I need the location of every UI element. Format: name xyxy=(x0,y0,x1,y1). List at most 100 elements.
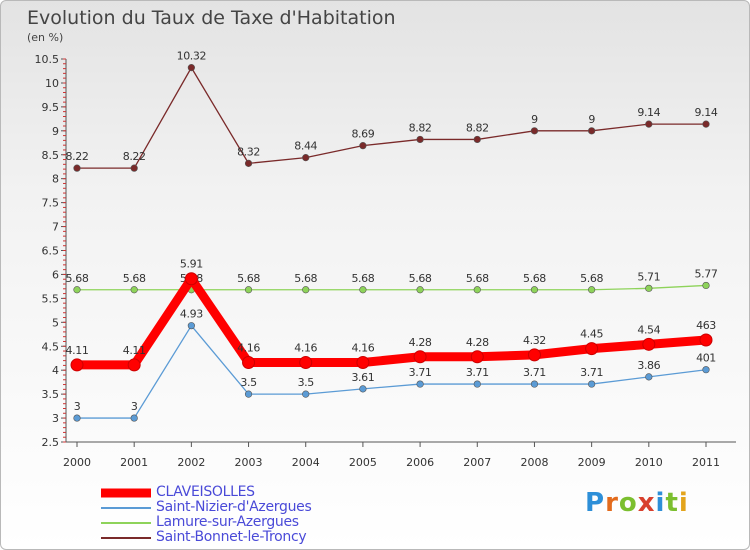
legend: CLAVEISOLLES Saint-Nizier-d'Azergues Lam… xyxy=(101,485,501,545)
data-label-claveisolles: 4.16 xyxy=(294,342,317,355)
data-label-saint-nizier: 3.5 xyxy=(240,376,257,389)
x-tick-label: 2006 xyxy=(406,456,434,469)
data-label-lamure: 5.77 xyxy=(695,267,718,280)
data-point-saint-nizier xyxy=(187,322,195,330)
data-label-saint-nizier: 3.71 xyxy=(523,366,546,379)
data-point-saint-bonnet xyxy=(416,135,424,144)
data-point-saint-nizier xyxy=(302,390,310,398)
data-point-saint-nizier xyxy=(359,385,367,393)
data-label-saint-bonnet: 9.14 xyxy=(695,106,718,119)
data-label-claveisolles: 463 xyxy=(696,319,716,332)
data-point-saint-bonnet xyxy=(530,127,539,135)
data-point-saint-nizier xyxy=(416,380,424,388)
data-point-saint-nizier xyxy=(130,414,138,422)
data-label-saint-bonnet: 8.82 xyxy=(466,121,489,134)
data-label-lamure: 5.68 xyxy=(580,272,603,285)
legend-swatch-claveisolles xyxy=(101,488,151,497)
series-line-lamure xyxy=(76,284,707,291)
data-label-saint-bonnet: 8.82 xyxy=(409,121,432,134)
data-point-saint-bonnet xyxy=(302,154,310,162)
data-point-claveisolles xyxy=(642,337,656,351)
data-point-saint-bonnet xyxy=(244,159,253,167)
data-point-saint-bonnet xyxy=(645,120,653,128)
data-point-saint-bonnet xyxy=(359,142,367,150)
legend-label-saint-bonnet: Saint-Bonnet-le-Troncy xyxy=(156,529,307,545)
data-point-saint-nizier xyxy=(588,380,596,388)
data-point-saint-bonnet xyxy=(588,127,596,135)
data-point-claveisolles xyxy=(70,358,84,372)
data-label-saint-bonnet: 9 xyxy=(531,113,538,126)
data-point-claveisolles xyxy=(356,356,370,370)
series-line-saint-nizier xyxy=(76,325,707,419)
y-tick-label: 7.5 xyxy=(42,197,60,210)
y-tick-label: 3.5 xyxy=(42,388,60,401)
data-label-claveisolles: 4.28 xyxy=(409,336,432,349)
x-tick-label: 2009 xyxy=(578,456,606,469)
data-label-claveisolles: 4.28 xyxy=(466,336,489,349)
legend-swatch-saint-nizier xyxy=(101,506,151,509)
data-label-saint-bonnet: 10.32 xyxy=(177,50,207,63)
legend-item-saint-nizier: Saint-Nizier-d'Azergues xyxy=(101,500,501,515)
data-point-claveisolles xyxy=(242,356,256,370)
data-label-saint-nizier: 3.5 xyxy=(298,376,315,389)
data-label-claveisolles: 4.32 xyxy=(523,334,546,347)
data-label-saint-bonnet: 8.69 xyxy=(351,128,374,141)
data-point-lamure xyxy=(73,286,81,294)
data-point-claveisolles xyxy=(585,342,599,356)
y-tick-label: 4.5 xyxy=(42,340,60,353)
data-label-claveisolles: 5.91 xyxy=(180,258,203,271)
data-label-saint-nizier: 401 xyxy=(696,352,716,365)
data-point-saint-nizier xyxy=(530,380,539,388)
data-label-saint-nizier: 3 xyxy=(131,400,138,413)
data-point-claveisolles xyxy=(299,356,313,370)
data-label-claveisolles: 4.45 xyxy=(580,328,603,341)
data-label-saint-bonnet: 9 xyxy=(588,113,595,126)
y-tick-label: 5.5 xyxy=(42,292,60,305)
data-point-saint-nizier xyxy=(473,380,481,388)
data-point-lamure xyxy=(130,286,138,294)
plot-area xyxy=(66,59,736,442)
data-label-lamure: 5.68 xyxy=(523,272,546,285)
legend-swatch-lamure xyxy=(101,521,151,524)
chart-unit-label: (en %) xyxy=(27,31,64,44)
data-point-lamure xyxy=(244,286,253,294)
x-tick-label: 2007 xyxy=(463,456,491,469)
data-label-saint-bonnet: 8.22 xyxy=(123,150,146,163)
data-point-lamure xyxy=(588,286,596,294)
y-tick-label: 10.5 xyxy=(35,53,60,66)
data-label-lamure: 5.71 xyxy=(637,270,660,283)
x-tick-label: 2010 xyxy=(635,456,663,469)
data-point-saint-nizier xyxy=(645,373,653,381)
data-point-saint-bonnet xyxy=(73,164,81,172)
data-point-saint-nizier xyxy=(244,390,253,398)
x-tick-label: 2005 xyxy=(349,456,377,469)
data-label-lamure: 5.68 xyxy=(351,272,374,285)
data-label-lamure: 5.68 xyxy=(409,272,432,285)
data-point-claveisolles xyxy=(527,348,541,362)
data-label-claveisolles: 4.11 xyxy=(123,344,146,357)
y-tick-label: 8 xyxy=(52,173,59,186)
series-line-claveisolles xyxy=(72,274,711,370)
data-label-saint-bonnet: 8.32 xyxy=(237,145,260,158)
data-label-saint-nizier: 3 xyxy=(74,400,81,413)
data-label-saint-bonnet: 8.44 xyxy=(294,140,317,153)
data-point-saint-bonnet xyxy=(187,64,195,72)
legend-item-saint-bonnet: Saint-Bonnet-le-Troncy xyxy=(101,530,501,545)
y-tick-label: 8.5 xyxy=(42,149,60,162)
x-tick-label: 2008 xyxy=(520,456,548,469)
data-label-saint-nizier: 3.86 xyxy=(637,359,660,372)
y-tick-label: 5 xyxy=(52,316,59,329)
data-point-claveisolles xyxy=(699,333,713,347)
data-point-saint-nizier xyxy=(73,414,81,422)
data-point-lamure xyxy=(359,286,367,294)
legend-item-claveisolles: CLAVEISOLLES xyxy=(101,485,501,500)
data-point-claveisolles xyxy=(470,350,484,364)
x-tick-label: 2000 xyxy=(63,456,91,469)
x-tick-label: 2002 xyxy=(177,456,205,469)
data-label-saint-nizier: 4.93 xyxy=(180,308,203,321)
data-point-lamure xyxy=(473,286,481,294)
y-tick-label: 6.5 xyxy=(42,245,60,258)
data-label-lamure: 5.68 xyxy=(466,272,489,285)
data-label-claveisolles: 4.11 xyxy=(66,344,89,357)
